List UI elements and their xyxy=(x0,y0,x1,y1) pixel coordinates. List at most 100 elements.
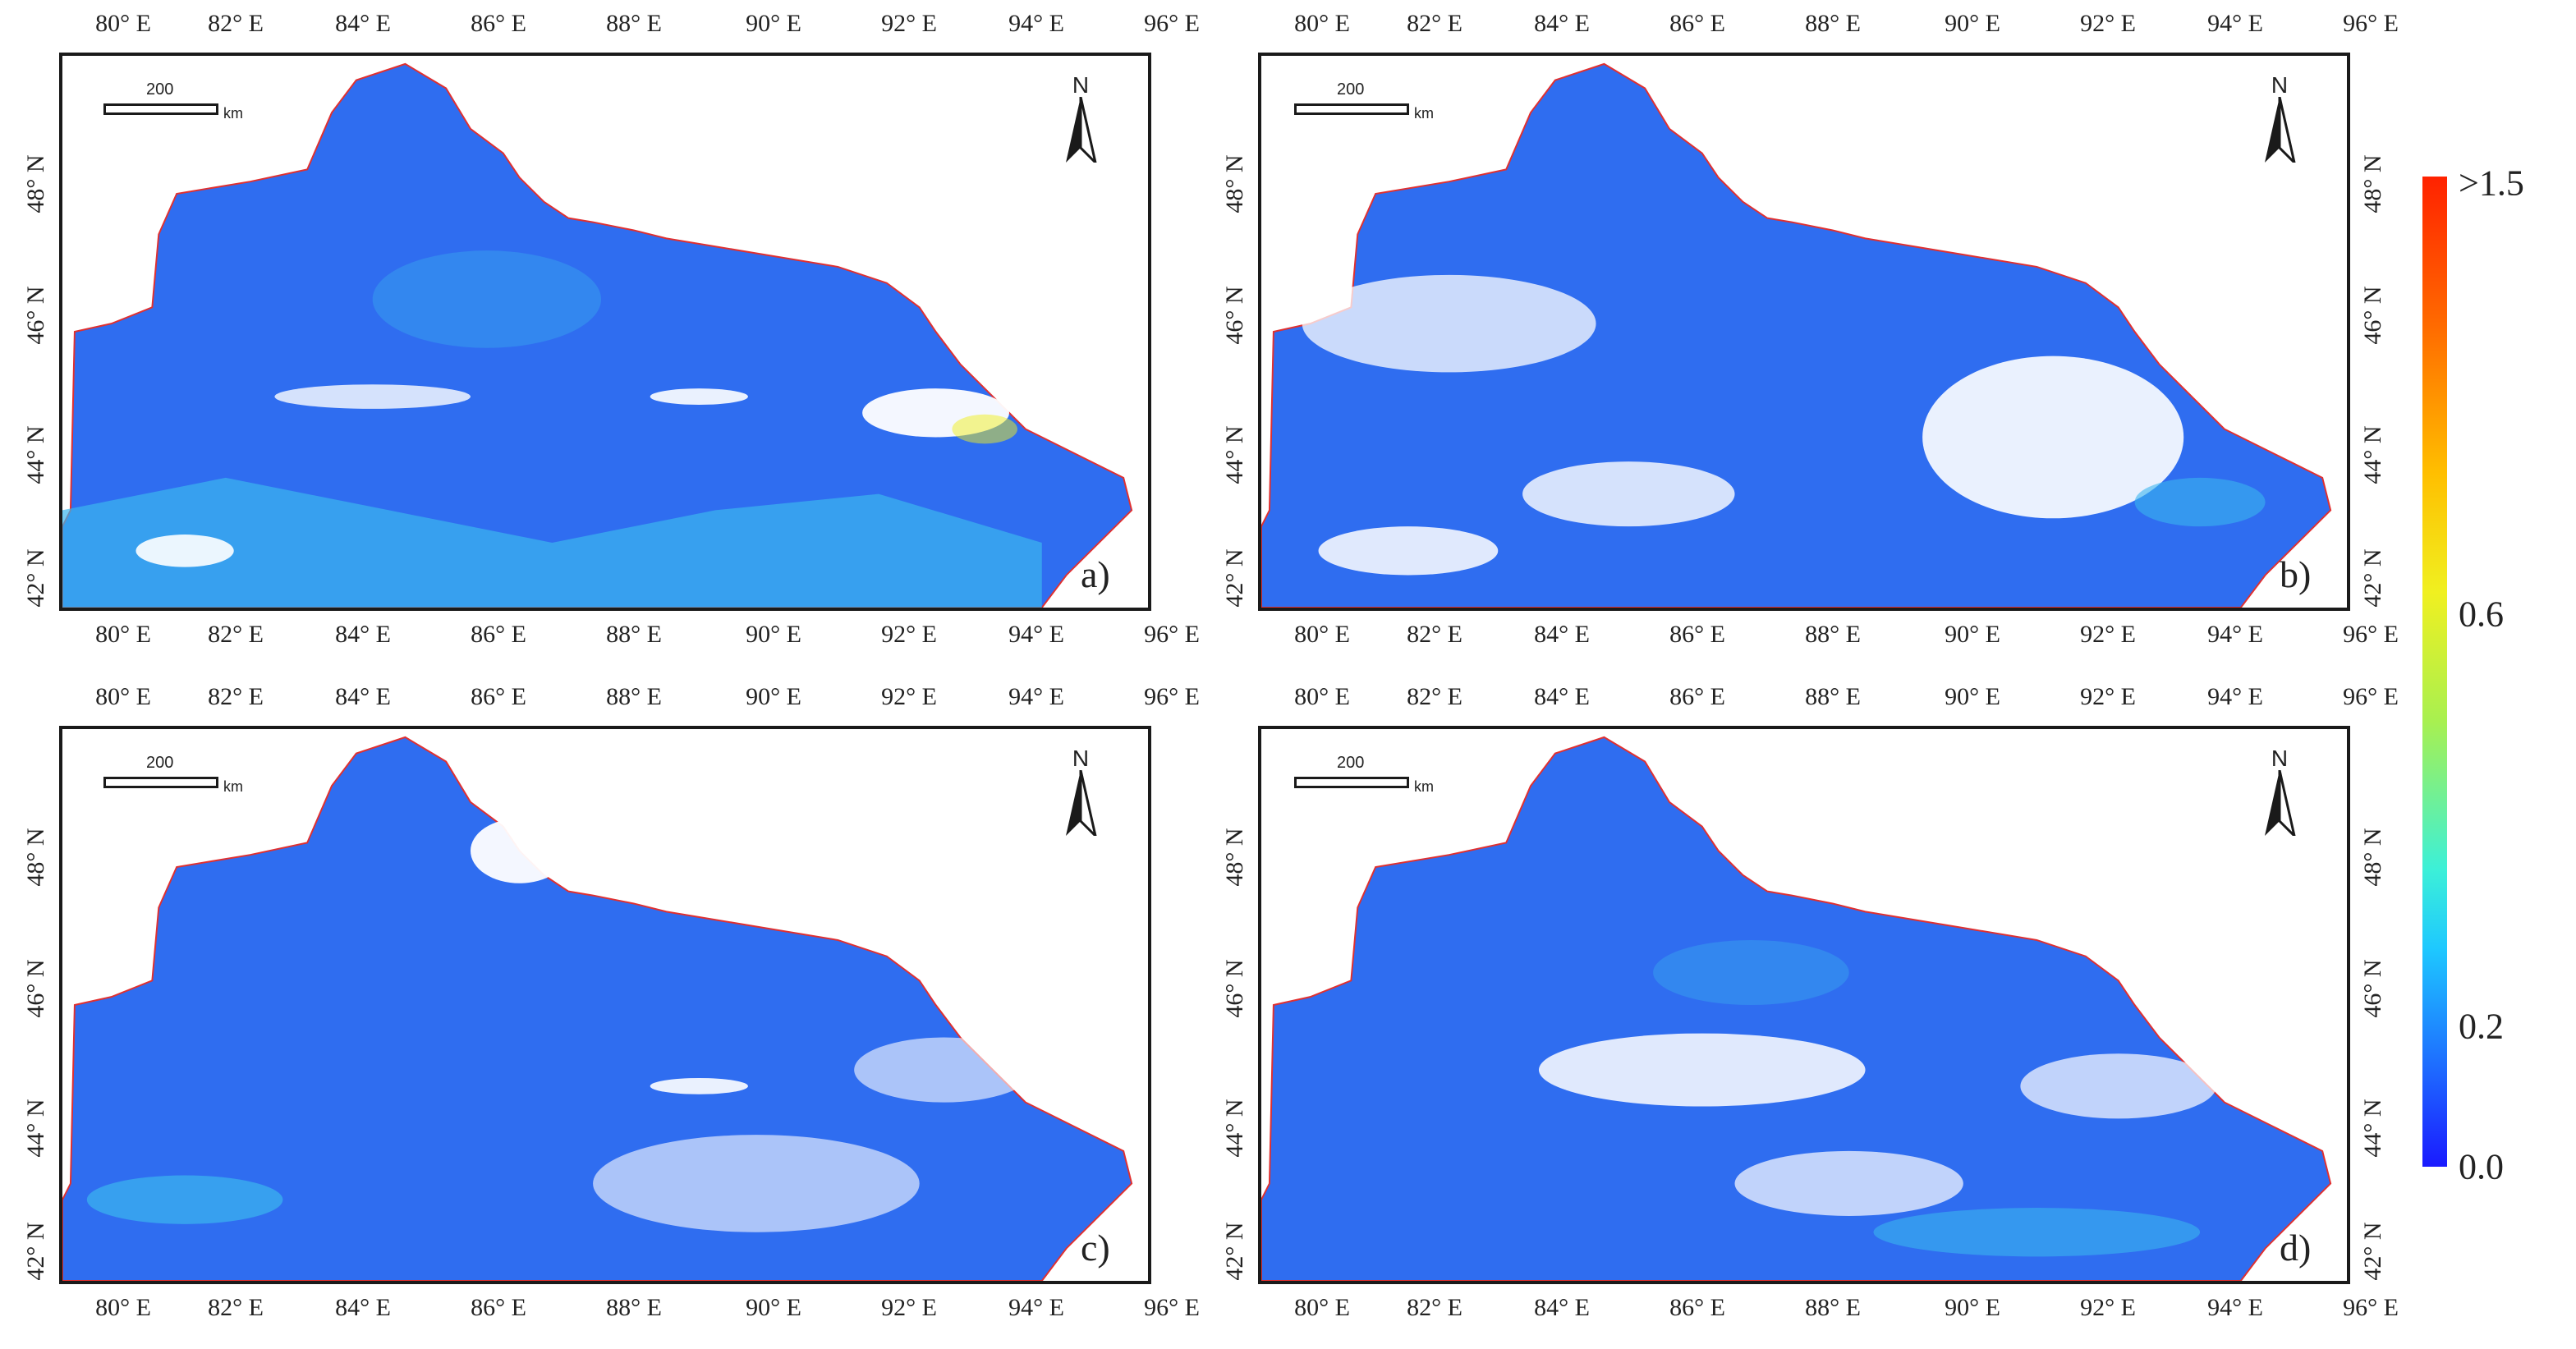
longitude-tick-label: 92° E xyxy=(2080,10,2136,37)
latitude-tick-label: 46° N xyxy=(22,959,49,1018)
longitude-tick-label: 94° E xyxy=(2207,621,2263,648)
longitude-tick-label: 94° E xyxy=(1008,621,1064,648)
latitude-tick-label: 48° N xyxy=(2359,828,2386,887)
longitude-tick-label: 96° E xyxy=(2343,621,2399,648)
latitude-tick-label: 44° N xyxy=(1221,1099,1248,1158)
longitude-tick-label: 90° E xyxy=(746,10,801,37)
longitude-tick-label: 94° E xyxy=(1008,1294,1064,1321)
longitude-tick-label: 80° E xyxy=(1294,621,1350,648)
latitude-tick-label: 42° N xyxy=(2359,548,2386,608)
scale-bar-unit: km xyxy=(1414,778,1434,795)
north-arrow: N xyxy=(1056,72,1105,163)
latitude-tick-label: 42° N xyxy=(1221,1222,1248,1281)
longitude-tick-label: 90° E xyxy=(1945,1294,2000,1321)
longitude-tick-label: 90° E xyxy=(746,1294,801,1321)
longitude-tick-label: 88° E xyxy=(1805,1294,1861,1321)
north-arrow: N xyxy=(2255,746,2304,836)
latitude-tick-label: 44° N xyxy=(2359,425,2386,484)
longitude-tick-label: 92° E xyxy=(2080,1294,2136,1321)
longitude-tick-label: 82° E xyxy=(208,683,264,710)
longitude-tick-label: 80° E xyxy=(1294,683,1350,710)
longitude-tick-label: 90° E xyxy=(1945,621,2000,648)
longitude-tick-label: 90° E xyxy=(746,621,801,648)
longitude-tick-label: 80° E xyxy=(95,10,151,37)
longitude-tick-label: 82° E xyxy=(1407,10,1462,37)
longitude-tick-label: 96° E xyxy=(2343,683,2399,710)
longitude-tick-label: 82° E xyxy=(1407,621,1462,648)
map-panel-c: 200 km N c) 80° E 80° E 82° E 82° E 84° E 84°… xyxy=(0,673,1200,1349)
longitude-tick-label: 92° E xyxy=(2080,621,2136,648)
longitude-tick-label: 82° E xyxy=(208,621,264,648)
panel-label-d: d) xyxy=(2280,1227,2312,1269)
longitude-tick-label: 86° E xyxy=(1669,1294,1725,1321)
north-label: N xyxy=(1072,746,1090,771)
scale-bar-value: 200 xyxy=(146,80,174,99)
map-frame-d: 200 km N d) xyxy=(1258,726,2350,1284)
latitude-tick-label: 42° N xyxy=(22,1222,49,1281)
panel-label-b: b) xyxy=(2280,553,2312,595)
longitude-tick-label: 96° E xyxy=(2343,10,2399,37)
region-map-d xyxy=(1261,736,2332,1281)
legend-color-bar xyxy=(2422,177,2447,1167)
scale-bar-unit: km xyxy=(223,105,243,122)
latitude-tick-label: 42° N xyxy=(2359,1222,2386,1281)
longitude-tick-label: 84° E xyxy=(1534,683,1590,710)
longitude-tick-label: 88° E xyxy=(606,683,662,710)
longitude-tick-label: 92° E xyxy=(881,683,937,710)
longitude-tick-label: 80° E xyxy=(95,1294,151,1321)
north-arrow-icon xyxy=(2265,97,2296,163)
longitude-tick-label: 96° E xyxy=(2343,1294,2399,1321)
scale-bar-unit: km xyxy=(1414,105,1434,122)
longitude-tick-label: 84° E xyxy=(1534,621,1590,648)
latitude-tick-label: 44° N xyxy=(22,1099,49,1158)
scale-bar-graphic xyxy=(103,777,218,788)
longitude-tick-label: 94° E xyxy=(2207,1294,2263,1321)
region-map-c xyxy=(62,736,1133,1281)
longitude-tick-label: 88° E xyxy=(606,10,662,37)
longitude-tick-label: 82° E xyxy=(208,1294,264,1321)
longitude-tick-label: 88° E xyxy=(1805,621,1861,648)
scale-bar-value: 200 xyxy=(1337,754,1365,772)
scale-bar-graphic xyxy=(1294,103,1409,115)
north-label: N xyxy=(2271,746,2289,771)
longitude-tick-label: 96° E xyxy=(1144,10,1200,37)
legend-label-0-2: 0.2 xyxy=(2459,1006,2504,1047)
legend-label-max: >1.5 xyxy=(2459,163,2524,204)
longitude-tick-label: 96° E xyxy=(1144,1294,1200,1321)
longitude-tick-label: 84° E xyxy=(335,1294,391,1321)
latitude-tick-label: 46° N xyxy=(2359,286,2386,345)
longitude-tick-label: 86° E xyxy=(1669,683,1725,710)
map-panel-b: 200 km N b) 80° E 80° E 82° E 82° E 84° E 84°… xyxy=(1199,0,2399,673)
map-panel-d: 200 km N d) 80° E 80° E 82° E 82° E 84° E 84°… xyxy=(1199,673,2399,1349)
longitude-tick-label: 86° E xyxy=(471,1294,526,1321)
longitude-tick-label: 92° E xyxy=(2080,683,2136,710)
longitude-tick-label: 84° E xyxy=(335,683,391,710)
latitude-tick-label: 44° N xyxy=(2359,1099,2386,1158)
color-legend: >1.5 0.6 0.2 0.0 xyxy=(2422,163,2576,1187)
legend-label-0-6: 0.6 xyxy=(2459,594,2504,635)
region-map-b xyxy=(1261,62,2332,608)
latitude-tick-label: 48° N xyxy=(1221,154,1248,213)
latitude-tick-label: 48° N xyxy=(22,154,49,213)
longitude-tick-label: 86° E xyxy=(1669,10,1725,37)
longitude-tick-label: 80° E xyxy=(1294,10,1350,37)
north-arrow: N xyxy=(1056,746,1105,836)
scale-bar-value: 200 xyxy=(1337,80,1365,99)
map-frame-a: 200 km N a) xyxy=(59,53,1151,611)
longitude-tick-label: 90° E xyxy=(1945,10,2000,37)
latitude-tick-label: 48° N xyxy=(1221,828,1248,887)
longitude-tick-label: 84° E xyxy=(1534,10,1590,37)
scale-bar-unit: km xyxy=(223,778,243,795)
longitude-tick-label: 84° E xyxy=(335,10,391,37)
longitude-tick-label: 86° E xyxy=(471,10,526,37)
longitude-tick-label: 82° E xyxy=(208,10,264,37)
north-label: N xyxy=(1072,72,1090,98)
longitude-tick-label: 96° E xyxy=(1144,683,1200,710)
north-arrow-icon xyxy=(2265,770,2296,836)
longitude-tick-label: 88° E xyxy=(606,621,662,648)
longitude-tick-label: 94° E xyxy=(1008,683,1064,710)
longitude-tick-label: 94° E xyxy=(2207,10,2263,37)
longitude-tick-label: 88° E xyxy=(606,1294,662,1321)
latitude-tick-label: 46° N xyxy=(1221,959,1248,1018)
longitude-tick-label: 86° E xyxy=(471,621,526,648)
